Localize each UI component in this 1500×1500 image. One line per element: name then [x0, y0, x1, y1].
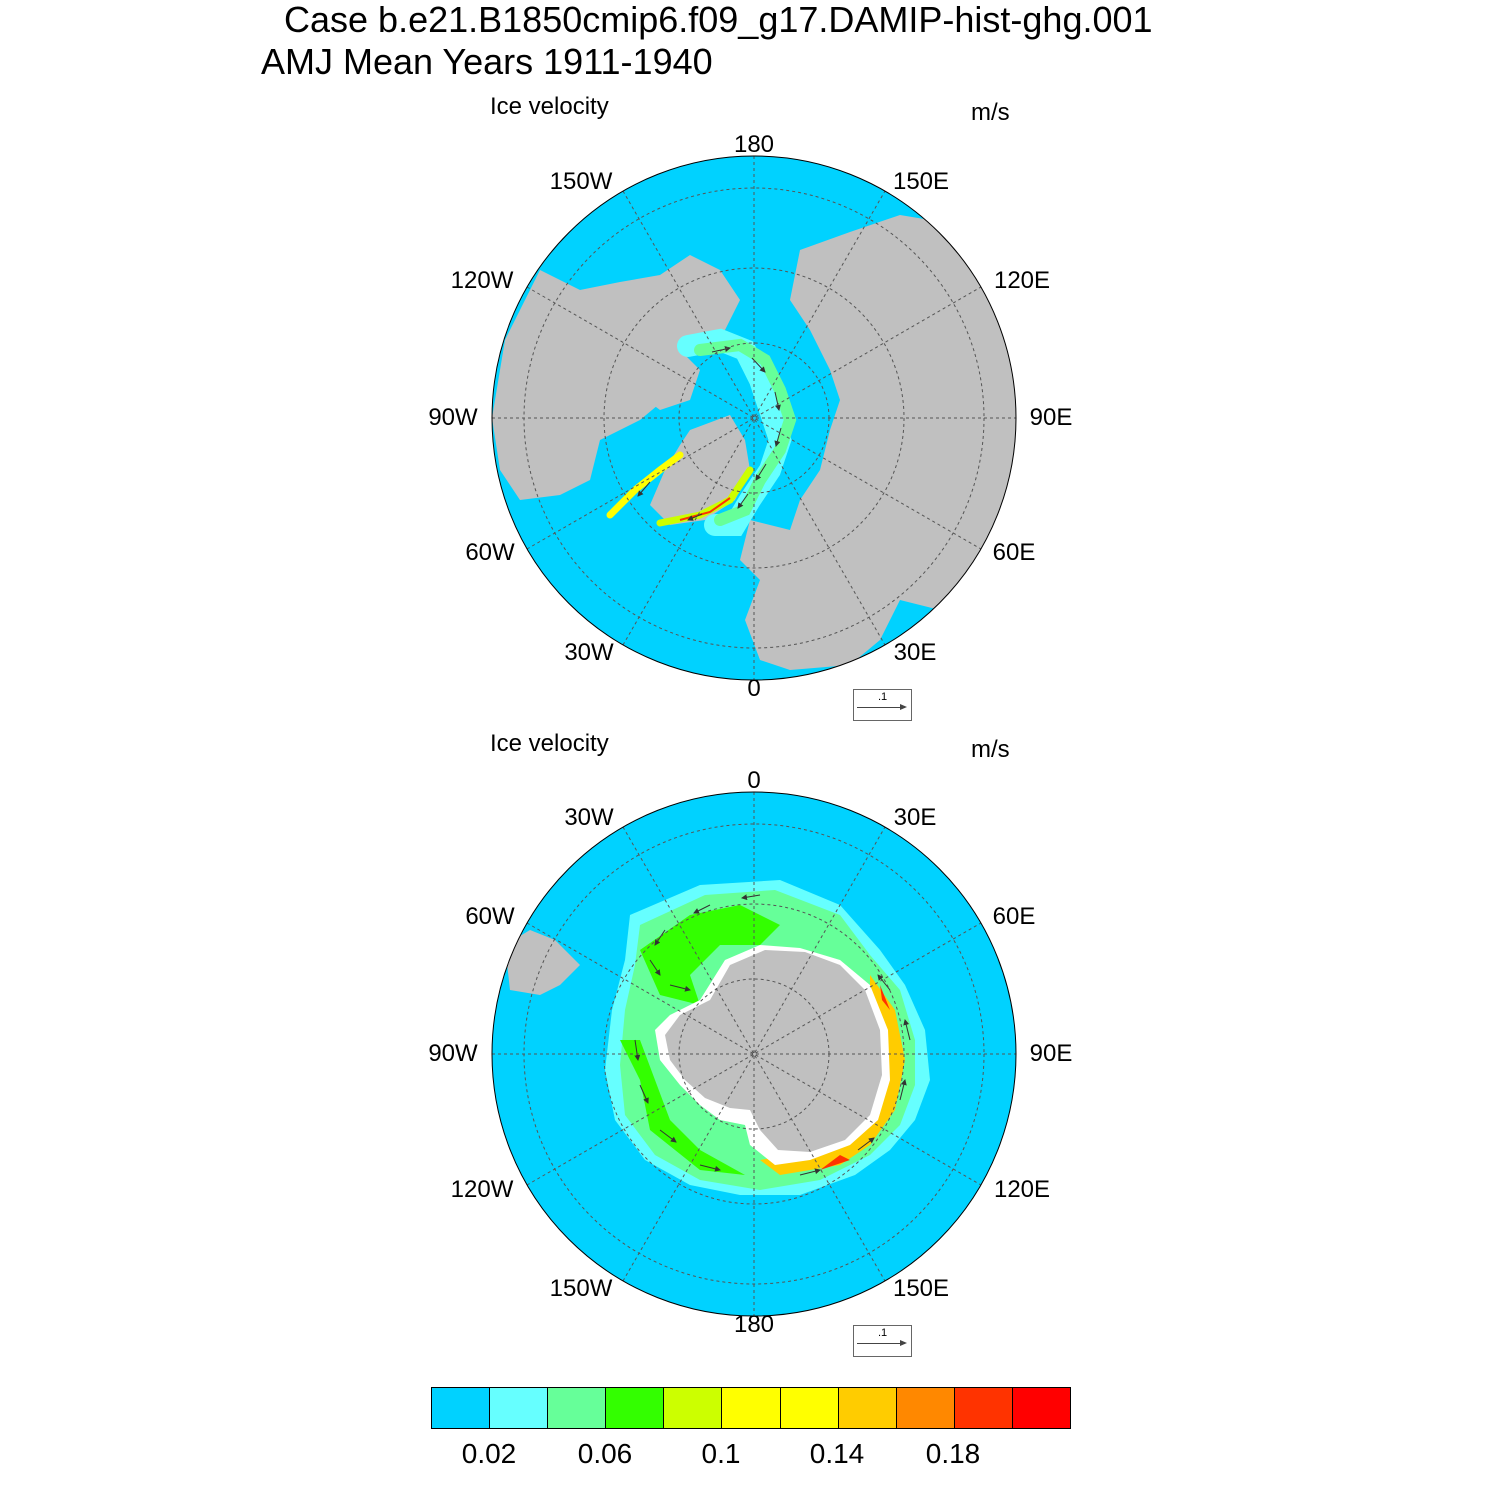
- antarctic-ice-zone-weddell: [640, 905, 780, 1005]
- arctic-reference-vector: .1: [853, 689, 912, 721]
- colorbar-swatch-10: [1012, 1388, 1071, 1428]
- colorbar-swatch-8: [896, 1388, 955, 1428]
- antarctic-lon-label-60e: 60E: [992, 903, 1036, 930]
- antarctic-lon-label-0: 0: [747, 767, 761, 794]
- antarctic-map: [492, 792, 1016, 1316]
- colorbar-label-1: 0.06: [577, 1438, 633, 1469]
- arctic-ice-zone-transpolar: [694, 338, 797, 526]
- arctic-land-archipelago: [640, 350, 700, 410]
- arctic-lon-label-150e: 150E: [892, 168, 950, 195]
- antarctic-reference-arrow: [857, 1340, 907, 1346]
- arctic-panel-units: m/s: [971, 99, 1010, 126]
- antarctic-panel-title: Ice velocity: [490, 730, 609, 757]
- arctic-land-greenland: [650, 415, 750, 525]
- antarctic-lon-label-120w: 120W: [450, 1176, 514, 1203]
- antarctic-lon-label-90e: 90E: [1029, 1040, 1073, 1067]
- antarctic-lon-label-120e: 120E: [993, 1176, 1051, 1203]
- arctic-map: [492, 156, 1016, 680]
- colorbar-swatch-1: [490, 1388, 549, 1428]
- colorbar-swatch-7: [838, 1388, 897, 1428]
- arctic-lon-label-30e: 30E: [893, 639, 937, 666]
- arctic-land-north-america: [492, 255, 740, 500]
- antarctic-ice-zone-ross: [620, 1040, 745, 1175]
- arctic-land-eurasia: [740, 215, 1016, 670]
- colorbar-label-2: 0.1: [701, 1438, 741, 1469]
- arctic-lon-label-120w: 120W: [450, 267, 514, 294]
- arctic-panel-title: Ice velocity: [490, 93, 609, 120]
- arctic-lon-label-60e: 60E: [992, 539, 1036, 566]
- colorbar-swatch-4: [664, 1388, 723, 1428]
- arctic-lon-label-120e: 120E: [993, 267, 1051, 294]
- colorbar-label-3: 0.14: [809, 1438, 865, 1469]
- arctic-lon-label-150w: 150W: [549, 168, 613, 195]
- colorbar-swatch-2: [548, 1388, 607, 1428]
- arctic-reference-arrow: [857, 704, 907, 710]
- arctic-lon-label-60w: 60W: [465, 539, 515, 566]
- antarctic-graticule: [492, 792, 1016, 1316]
- antarctic-vectors: [634, 894, 911, 1176]
- antarctic-lon-label-30w: 30W: [564, 804, 614, 831]
- arctic-vectors: [637, 346, 782, 521]
- colorbar-swatch-5: [722, 1388, 781, 1428]
- antarctic-panel-units: m/s: [971, 736, 1010, 763]
- antarctic-lon-label-30e: 30E: [893, 804, 937, 831]
- arctic-lon-label-90w: 90W: [428, 404, 478, 431]
- arctic-lon-label-0: 0: [747, 675, 761, 702]
- figure-title-case: Case b.e21.B1850cmip6.f09_g17.DAMIP-hist…: [284, 0, 1153, 40]
- colorbar-swatch-9: [954, 1388, 1013, 1428]
- antarctic-lon-label-60w: 60W: [465, 903, 515, 930]
- arctic-map-border: [491, 155, 1017, 681]
- colorbar-swatch-3: [606, 1388, 665, 1428]
- antarctic-reference-vector-value: .1: [878, 1327, 888, 1339]
- figure-title-period: AMJ Mean Years 1911-1940: [261, 41, 713, 82]
- antarctic-reference-vector: .1: [853, 1325, 912, 1357]
- colorbar-label-0: 0.02: [461, 1438, 517, 1469]
- arctic-lon-label-180: 180: [733, 131, 775, 158]
- antarctic-map-border: [491, 791, 1017, 1317]
- antarctic-lon-label-90w: 90W: [428, 1040, 478, 1067]
- antarctic-lon-label-150e: 150E: [892, 1275, 950, 1302]
- antarctic-lon-label-150w: 150W: [549, 1275, 613, 1302]
- arctic-lon-label-90e: 90E: [1029, 404, 1073, 431]
- arctic-graticule: [492, 156, 1016, 680]
- arctic-reference-vector-value: .1: [878, 691, 888, 703]
- colorbar-label-4: 0.18: [925, 1438, 981, 1469]
- colorbar-swatch-0: [432, 1388, 491, 1428]
- colorbar: [431, 1387, 1071, 1429]
- antarctica-continent: [665, 950, 882, 1152]
- arctic-lon-label-30w: 30W: [564, 639, 614, 666]
- colorbar-swatch-6: [780, 1388, 839, 1428]
